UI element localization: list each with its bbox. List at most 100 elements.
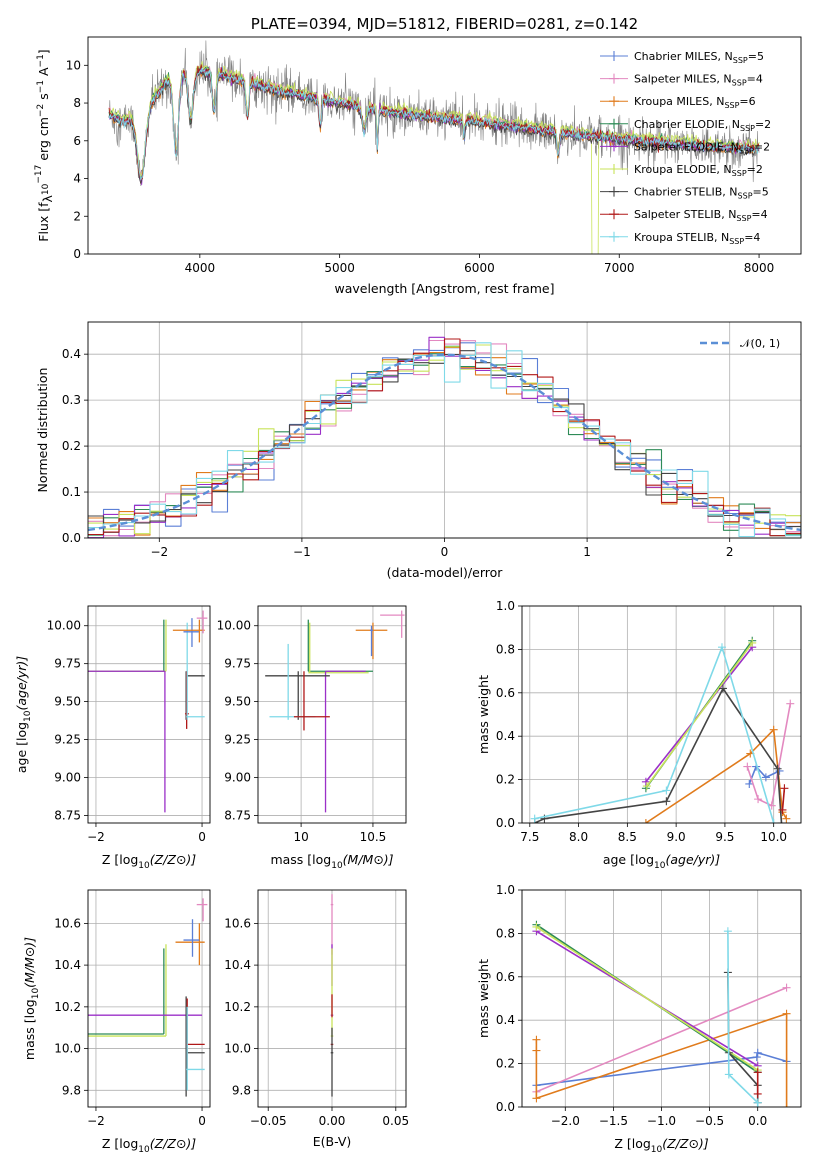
spectrum-panel: 4000 5000 6000 7000 8000 0 2 4 6 8 10 PLATE=0394, M… [34, 15, 802, 296]
legend-subscript: SSP [733, 56, 748, 65]
plot-area [265, 610, 405, 813]
data-marker [782, 1009, 791, 1018]
x-axis-label: wavelength [Angstrom, rest frame] [334, 281, 554, 296]
label-unit: (M/M⊙)] [22, 937, 37, 988]
y-tick-label: 10.0 [54, 1042, 81, 1056]
legend-subscript: SSP [732, 169, 747, 178]
x-tick-label: 8.5 [618, 830, 637, 844]
axes-frame [257, 605, 407, 824]
legend-label: Salpeter MILES, NSSP=4 [634, 73, 763, 88]
y-tick-label: 0.0 [496, 816, 515, 830]
plot-area [530, 636, 795, 823]
x-tick-label: 6000 [464, 261, 495, 275]
x-tick-label: 1 [583, 545, 591, 559]
data-marker [532, 1035, 541, 1044]
y-tick-label: 0.6 [496, 686, 515, 700]
weight-line [748, 765, 780, 785]
x-tick-label: 7000 [604, 261, 635, 275]
y-axis-label-part: s [36, 93, 51, 104]
legend-text: Salpeter MILES, N [634, 73, 732, 86]
legend-label: Salpeter ELODIE, NSSP=2 [634, 140, 770, 155]
y-tick-label: 4 [73, 172, 81, 186]
x-tick-label: 7.5 [520, 830, 539, 844]
y-tick-label: 10.0 [224, 1042, 251, 1056]
data-marker [773, 764, 782, 773]
y-tick-label: 2 [73, 209, 81, 223]
axes-frame [87, 36, 802, 255]
legend-label: 𝒩(0, 1) [740, 337, 780, 350]
y-axis-label: mass weight [476, 675, 491, 754]
plot-area [88, 898, 208, 1097]
y-tick-label: 10.2 [54, 1000, 81, 1014]
x-tick-label: −1.0 [647, 1114, 676, 1128]
x-tick-label: 0 [198, 1114, 206, 1128]
histogram-step-line [88, 345, 801, 537]
x-tick-label: 0 [198, 830, 206, 844]
y-tick-label: 10.2 [224, 1000, 251, 1014]
weight-line [534, 646, 775, 823]
legend-subscript: SSP [732, 79, 747, 88]
legend-value: =5 [748, 50, 764, 63]
label-unit: (age/yr)] [665, 852, 720, 867]
y-tick-label: 0.3 [62, 393, 81, 407]
y-tick-label: 9.00 [54, 770, 81, 784]
axes-frame [87, 321, 802, 539]
legend-label: Salpeter STELIB, NSSP=4 [634, 208, 768, 223]
y-axis-label-part: λ [40, 194, 55, 202]
y-tick-label: 9.25 [54, 733, 81, 747]
label-subscript: 10 [138, 1145, 150, 1155]
model-spectrum-line [108, 67, 760, 181]
data-marker [532, 1046, 541, 1055]
data-marker [769, 725, 778, 734]
legend-text: Kroupa STELIB, N [634, 231, 729, 244]
legend-value: =4 [751, 208, 767, 221]
x-tick-label: −1 [293, 545, 311, 559]
x-tick-label: −1.5 [599, 1114, 628, 1128]
legend-label: Kroupa STELIB, NSSP=4 [634, 231, 760, 246]
x-tick-label: 9.0 [667, 830, 686, 844]
label-text: Z [log [102, 1136, 138, 1151]
y-tick-label: 8 [73, 96, 81, 110]
data-marker [753, 1089, 762, 1098]
y-tick-label: 9.50 [224, 695, 251, 709]
plot-area [88, 610, 208, 813]
y-tick-label: 8.75 [54, 808, 81, 822]
y-axis-label-part: erg cm [36, 117, 51, 165]
age-vs-mass-panel: 10 10.5 8.75 9.00 9.25 9.50 9.75 10.00 mass [log… [217, 605, 407, 871]
y-tick-label: 9.00 [224, 770, 251, 784]
x-tick-label: −2 [150, 545, 168, 559]
legend-marker [609, 186, 619, 197]
legend-marker [609, 73, 619, 84]
legend-marker [609, 51, 619, 61]
model-spectrum-line [108, 61, 760, 254]
data-marker [753, 1068, 762, 1077]
y-axis-label-part: Flux [f [36, 202, 51, 242]
x-tick-label: −2 [87, 830, 105, 844]
x-tick-label: 10.5 [360, 830, 387, 844]
y-axis-label-part: ] [36, 49, 51, 54]
label-unit: (Z/Z⊙)] [150, 1136, 197, 1151]
histogram-step-line [88, 338, 801, 537]
label-text: mass [log [270, 852, 331, 867]
label-subscript: 10 [31, 988, 41, 1000]
legend-marker [609, 118, 619, 129]
x-axis-label: Z [log10(Z/Z⊙)] [102, 852, 196, 871]
label-text: Z [log [102, 852, 138, 867]
y-tick-label: 1.0 [496, 883, 515, 897]
x-axis-label: age [log10(age/yr)] [603, 852, 720, 871]
legend-subscript: SSP [739, 146, 754, 155]
y-tick-label: 8.75 [224, 808, 251, 822]
data-marker [752, 1053, 761, 1062]
data-marker [769, 819, 778, 823]
plot-area [330, 894, 334, 1097]
label-subscript: 10 [331, 861, 343, 871]
data-marker [748, 638, 757, 647]
mass-weight-vs-age-panel: 7.5 8.0 8.5 9.0 9.5 10.0 0.0 0.2 0.4 0.6 0.8 1.0 age… [476, 599, 802, 871]
legend-marker [609, 96, 619, 107]
label-subscript: 10 [654, 861, 666, 871]
y-tick-label: 0.4 [496, 1013, 515, 1027]
y-tick-label: 6 [73, 134, 81, 148]
residual-histogram-panel: −2 −1 0 1 2 0.0 0.1 0.2 0.3 0.4 𝒩(0, 1) (data-model… [35, 321, 802, 580]
data-marker [641, 819, 650, 823]
y-tick-label: 10.00 [47, 619, 81, 633]
